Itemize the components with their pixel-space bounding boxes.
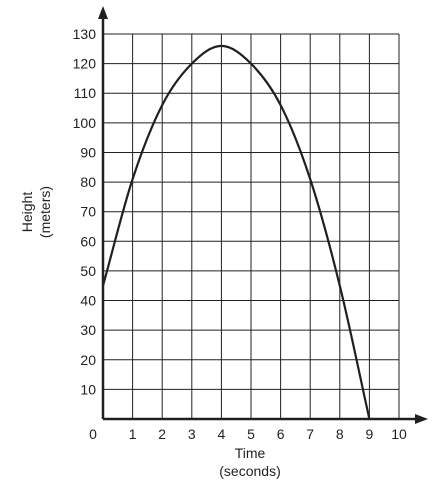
y-tick-label: 80 [80, 174, 96, 190]
y-axis-arrow [98, 6, 108, 19]
y-tick-labels: 10 20 30 40 50 60 70 80 90 100 110 120 130 [73, 26, 97, 397]
x-tick-label: 9 [366, 426, 374, 442]
x-tick-label: 2 [158, 426, 166, 442]
axes [98, 6, 428, 424]
y-tick-label: 90 [80, 144, 96, 160]
y-tick-label: 110 [74, 85, 97, 101]
height-curve [103, 44, 371, 419]
x-tick-label: 10 [391, 426, 407, 442]
x-axis-label: Time [235, 445, 266, 461]
x-tick-labels: 0 1 2 3 4 5 6 7 8 9 10 [89, 426, 407, 442]
x-tick-label: 5 [247, 426, 255, 442]
x-tick-label: 4 [218, 426, 226, 442]
y-tick-label: 10 [80, 381, 96, 397]
y-tick-label: 120 [73, 56, 97, 72]
y-tick-label: 30 [80, 322, 96, 338]
x-axis-arrow [415, 414, 428, 424]
y-tick-label: 100 [73, 115, 97, 131]
y-axis-label: Height [19, 192, 35, 233]
x-tick-label: 1 [129, 426, 137, 442]
y-tick-label: 60 [80, 233, 96, 249]
y-tick-label: 20 [80, 352, 96, 368]
x-tick-label: 3 [188, 426, 196, 442]
x-tick-label: 6 [277, 426, 285, 442]
y-tick-label: 70 [80, 204, 96, 220]
x-tick-label: 7 [306, 426, 314, 442]
y-tick-label: 40 [80, 293, 96, 309]
y-tick-label: 130 [73, 26, 97, 42]
x-tick-label: 8 [336, 426, 344, 442]
series-group [103, 44, 371, 419]
y-axis-unit: (meters) [37, 186, 53, 238]
x-tick-label: 0 [89, 426, 97, 442]
grid-lines [103, 33, 400, 419]
x-axis-unit: (seconds) [219, 463, 280, 479]
y-tick-label: 50 [80, 263, 96, 279]
